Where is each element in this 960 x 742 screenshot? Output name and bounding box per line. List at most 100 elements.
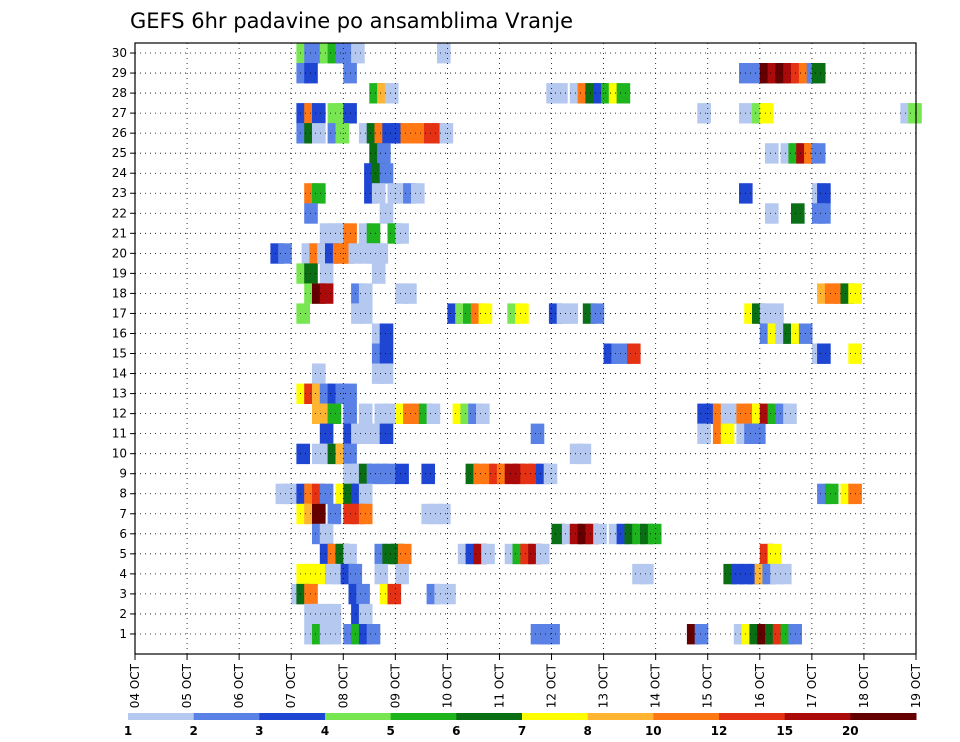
colorbar-label: 10 xyxy=(645,724,662,738)
heatmap-cell xyxy=(382,403,396,424)
heatmap-cell xyxy=(327,503,342,525)
heatmap-cell xyxy=(296,303,310,324)
y-tick-label: 9 xyxy=(119,467,127,481)
heatmap-cell xyxy=(817,183,831,204)
heatmap-cell xyxy=(551,523,566,545)
y-tick-label: 14 xyxy=(112,367,127,381)
heatmap-cell xyxy=(384,83,399,104)
plot-frame xyxy=(134,42,917,655)
chart-title: GEFS 6hr padavine po ansamblima Vranje xyxy=(130,9,573,33)
colorbar-label: 12 xyxy=(711,724,728,738)
y-tick-label: 30 xyxy=(112,46,127,60)
heatmap-cell xyxy=(312,563,326,585)
y-tick-label: 27 xyxy=(112,106,127,120)
heatmap-cell xyxy=(765,143,779,164)
heatmap-cell xyxy=(335,123,350,144)
colorbar-swatch xyxy=(719,713,786,720)
x-tick-label: 14 OCT xyxy=(649,663,663,708)
colorbar-label: 20 xyxy=(842,724,859,738)
heatmap-cell xyxy=(694,624,709,645)
heatmap-cell xyxy=(312,503,326,525)
heatmap-cell xyxy=(351,43,365,64)
heatmap-cell xyxy=(319,283,334,304)
colorbar-label: 1 xyxy=(124,724,132,738)
x-axis: 04 OCT 05 OCT 06 OCT 07 OCT 08 OCT 09 OCT 10 O… xyxy=(128,654,923,708)
x-tick-label: 10 OCT xyxy=(440,663,454,708)
heatmap-cell xyxy=(374,563,389,585)
heatmap-cells xyxy=(270,43,922,645)
colorbar-swatch xyxy=(193,713,260,720)
heatmap-cell xyxy=(377,143,391,164)
y-tick-label: 12 xyxy=(112,407,127,421)
heatmap-cell xyxy=(697,103,711,124)
heatmap-cell xyxy=(366,223,381,244)
colorbar-swatch xyxy=(522,713,589,720)
heatmap-cell xyxy=(752,423,766,444)
colorbar-swatch xyxy=(259,713,326,720)
heatmap-cell xyxy=(817,343,831,364)
x-tick-label: 19 OCT xyxy=(909,663,923,708)
heatmap-cell xyxy=(397,543,412,565)
heatmap-cell xyxy=(312,363,326,384)
heatmap-cell xyxy=(327,403,342,424)
heatmap-cell xyxy=(577,443,592,465)
y-tick-label: 4 xyxy=(119,567,127,581)
heatmap-cell xyxy=(817,203,831,224)
heatmap-cell xyxy=(647,523,662,545)
heatmap-cell xyxy=(319,483,334,505)
x-tick-label: 12 OCT xyxy=(545,663,559,708)
colorbar: 1 2 3 4 5 6 7 8 10 12 15 20 xyxy=(124,713,917,738)
heatmap-cell xyxy=(387,583,402,605)
y-tick-label: 22 xyxy=(112,206,127,220)
heatmap-cell xyxy=(697,423,711,444)
heatmap-cell xyxy=(379,423,394,444)
heatmap-cell xyxy=(319,523,334,545)
heatmap-cell xyxy=(312,103,326,124)
y-tick-label: 11 xyxy=(112,427,127,441)
heatmap-cell xyxy=(366,624,381,645)
heatmap-cell xyxy=(327,603,342,625)
colorbar-swatch xyxy=(456,713,523,720)
heatmap-cell xyxy=(426,403,441,424)
y-tick-label: 7 xyxy=(119,507,127,521)
heatmap-cell xyxy=(640,563,654,585)
heatmap-cell xyxy=(296,443,310,465)
heatmap-cell xyxy=(319,423,334,444)
y-tick-label: 21 xyxy=(112,226,127,240)
y-tick-label: 29 xyxy=(112,66,127,80)
x-tick-label: 08 OCT xyxy=(336,663,350,708)
heatmap-cell xyxy=(765,203,779,224)
heatmap-cell xyxy=(379,203,394,224)
heatmap-cell xyxy=(811,63,826,84)
heatmap-cell xyxy=(395,563,409,585)
heatmap-cell xyxy=(379,323,394,344)
heatmap-cell xyxy=(481,543,495,565)
heatmap-cell xyxy=(530,423,545,444)
heatmap-cell xyxy=(535,543,550,565)
heatmap-cell xyxy=(759,303,774,324)
heatmap-cell xyxy=(437,43,451,64)
heatmap-cell xyxy=(379,343,394,364)
y-tick-label: 8 xyxy=(119,487,127,501)
heatmap-cell xyxy=(590,303,605,324)
x-tick-label: 05 OCT xyxy=(180,663,194,708)
x-tick-label: 18 OCT xyxy=(857,663,871,708)
heatmap-cell xyxy=(371,263,386,284)
y-tick-label: 1 xyxy=(119,627,127,641)
y-tick-label: 20 xyxy=(112,246,127,260)
heatmap-cell xyxy=(327,624,342,645)
heatmap-cell xyxy=(811,143,826,164)
x-tick-label: 15 OCT xyxy=(701,663,715,708)
heatmap-cell xyxy=(778,563,792,585)
heatmap-cell xyxy=(371,183,386,204)
colorbar-label: 2 xyxy=(190,724,198,738)
heatmap-cell xyxy=(379,363,394,384)
y-tick-label: 23 xyxy=(112,186,127,200)
colorbar-swatch xyxy=(128,713,195,720)
colorbar-swatch xyxy=(390,713,457,720)
heatmap-cell xyxy=(437,503,451,525)
heatmap-cell xyxy=(374,243,389,264)
x-tick-label: 17 OCT xyxy=(805,663,819,708)
y-tick-label: 3 xyxy=(119,587,127,601)
y-tick-label: 15 xyxy=(112,347,127,361)
